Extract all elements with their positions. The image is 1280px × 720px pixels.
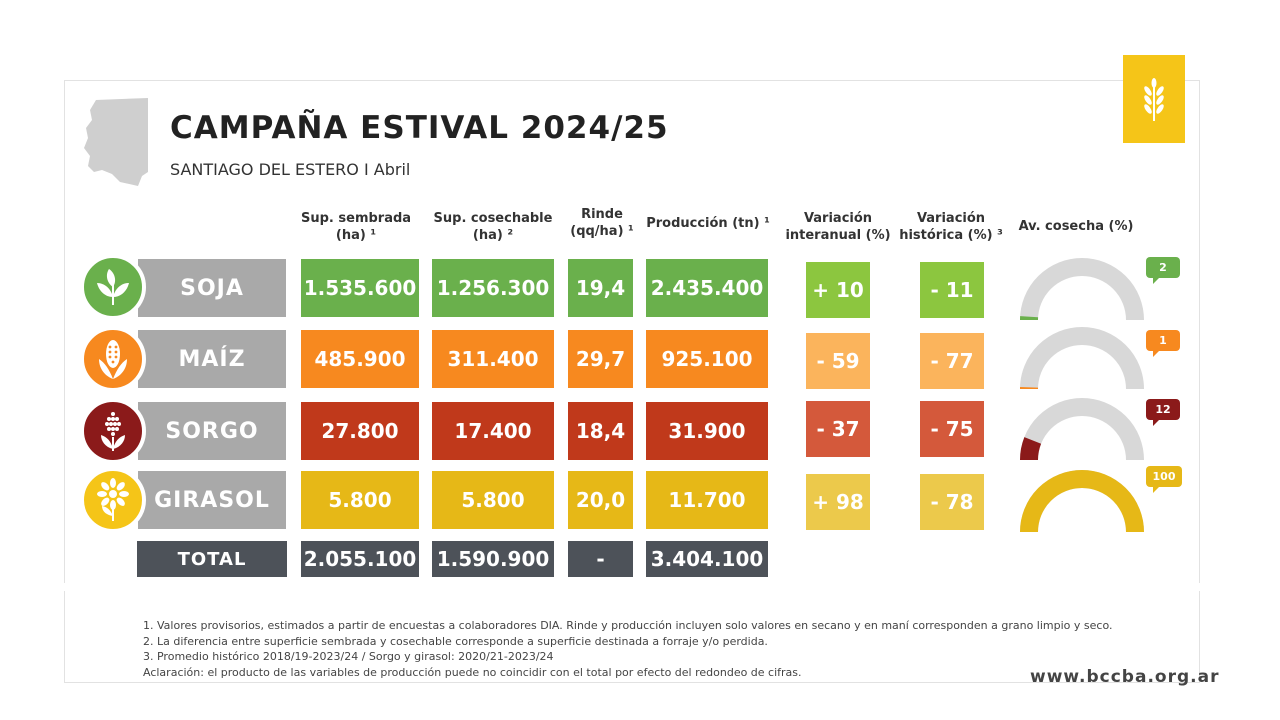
header-av-cosecha: Av. cosecha (%) [1018, 219, 1134, 234]
header-sup-sembrada: Sup. sembrada (ha) ¹ [301, 211, 412, 243]
wheat-icon [1144, 78, 1164, 121]
header-produccion: Producción (tn) ¹ [646, 216, 770, 231]
crop-label-soja: SOJA [138, 259, 286, 317]
crop-badge-sorgo [80, 398, 146, 464]
total-sup-sembrada: 2.055.100 [301, 541, 419, 577]
girasol-produccion: 11.700 [646, 471, 768, 529]
frame-gap [60, 583, 1205, 591]
header-rinde: Rinde (qq/ha) ¹ [570, 207, 634, 239]
maiz-produccion: 925.100 [646, 330, 768, 388]
av-cosecha-badge-soja: 2 [1146, 257, 1180, 284]
av-cosecha-badge-sorgo: 12 [1146, 399, 1180, 426]
crop-label-sorgo: SORGO [138, 402, 286, 460]
sorghum-icon [101, 412, 125, 451]
crop-label-maiz: MAÍZ [138, 330, 286, 388]
girasol-sup-sembrada: 5.800 [301, 471, 419, 529]
footnote-3: 3. Promedio histórico 2018/19-2023/24 / … [143, 650, 554, 663]
sorgo-sup-cosechable: 17.400 [432, 402, 554, 460]
sorgo-rinde: 18,4 [568, 402, 633, 460]
girasol-var-historica: - 78 [920, 474, 984, 530]
gauge-sorgo [1020, 398, 1144, 461]
footnote-clarification: Aclaración: el producto de las variables… [143, 665, 802, 679]
total-label: TOTAL [137, 541, 287, 577]
maiz-sup-sembrada: 485.900 [301, 330, 419, 388]
soy-plant-icon [97, 269, 129, 305]
sorgo-sup-sembrada: 27.800 [301, 402, 419, 460]
crop-badge-soja [80, 254, 146, 320]
gauge-maiz [1020, 327, 1144, 390]
gauge-fill-sorgo [1020, 437, 1042, 461]
soja-rinde: 19,4 [568, 259, 633, 317]
girasol-var-interanual: + 98 [806, 474, 870, 530]
header-var-historica: Variación histórica (%) ³ [899, 211, 1003, 243]
wheat-logo [1123, 55, 1185, 143]
gauge-soja [1020, 258, 1144, 321]
crop-label-girasol: GIRASOL [138, 471, 286, 529]
crop-badge-girasol [80, 467, 146, 533]
gauge-fill-girasol [1020, 470, 1144, 533]
sorgo-produccion: 31.900 [646, 402, 768, 460]
footnote-2: 2. La diferencia entre superficie sembra… [143, 634, 768, 648]
soja-sup-sembrada: 1.535.600 [301, 259, 419, 317]
total-sup-cosechable: 1.590.900 [432, 541, 554, 577]
page-subtitle: SANTIAGO DEL ESTERO I Abril [170, 160, 411, 179]
header-var-interanual: Variación interanual (%) [785, 211, 891, 243]
header-sup-cosechable: Sup. cosechable (ha) ² [433, 211, 553, 243]
footnote-1: 1. Valores provisorios, estimados a part… [143, 619, 1113, 632]
maiz-sup-cosechable: 311.400 [432, 330, 554, 388]
maiz-var-historica: - 77 [920, 333, 984, 389]
sorgo-var-interanual: - 37 [806, 401, 870, 457]
maiz-rinde: 29,7 [568, 330, 633, 388]
sorgo-var-historica: - 75 [920, 401, 984, 457]
total-rinde: - [568, 541, 633, 577]
soja-sup-cosechable: 1.256.300 [432, 259, 554, 317]
santiago-del-estero-map-icon [84, 98, 148, 186]
soja-var-interanual: + 10 [806, 262, 870, 318]
soja-var-historica: - 11 [920, 262, 984, 318]
av-cosecha-badge-girasol: 100 [1146, 466, 1182, 493]
av-cosecha-badge-maiz: 1 [1146, 330, 1180, 357]
gauge-girasol [1020, 470, 1144, 533]
website-link[interactable]: www.bccba.org.ar [1030, 667, 1220, 687]
girasol-sup-cosechable: 5.800 [432, 471, 554, 529]
crop-badge-maiz [80, 326, 146, 392]
girasol-rinde: 20,0 [568, 471, 633, 529]
content-frame [64, 80, 1200, 683]
footnotes: 1. Valores provisorios, estimados a part… [143, 618, 1112, 680]
corn-icon [99, 340, 127, 379]
soja-produccion: 2.435.400 [646, 259, 768, 317]
page-title: CAMPAÑA ESTIVAL 2024/25 [170, 110, 669, 146]
total-produccion: 3.404.100 [646, 541, 768, 577]
sunflower-icon [97, 478, 129, 521]
maiz-var-interanual: - 59 [806, 333, 870, 389]
